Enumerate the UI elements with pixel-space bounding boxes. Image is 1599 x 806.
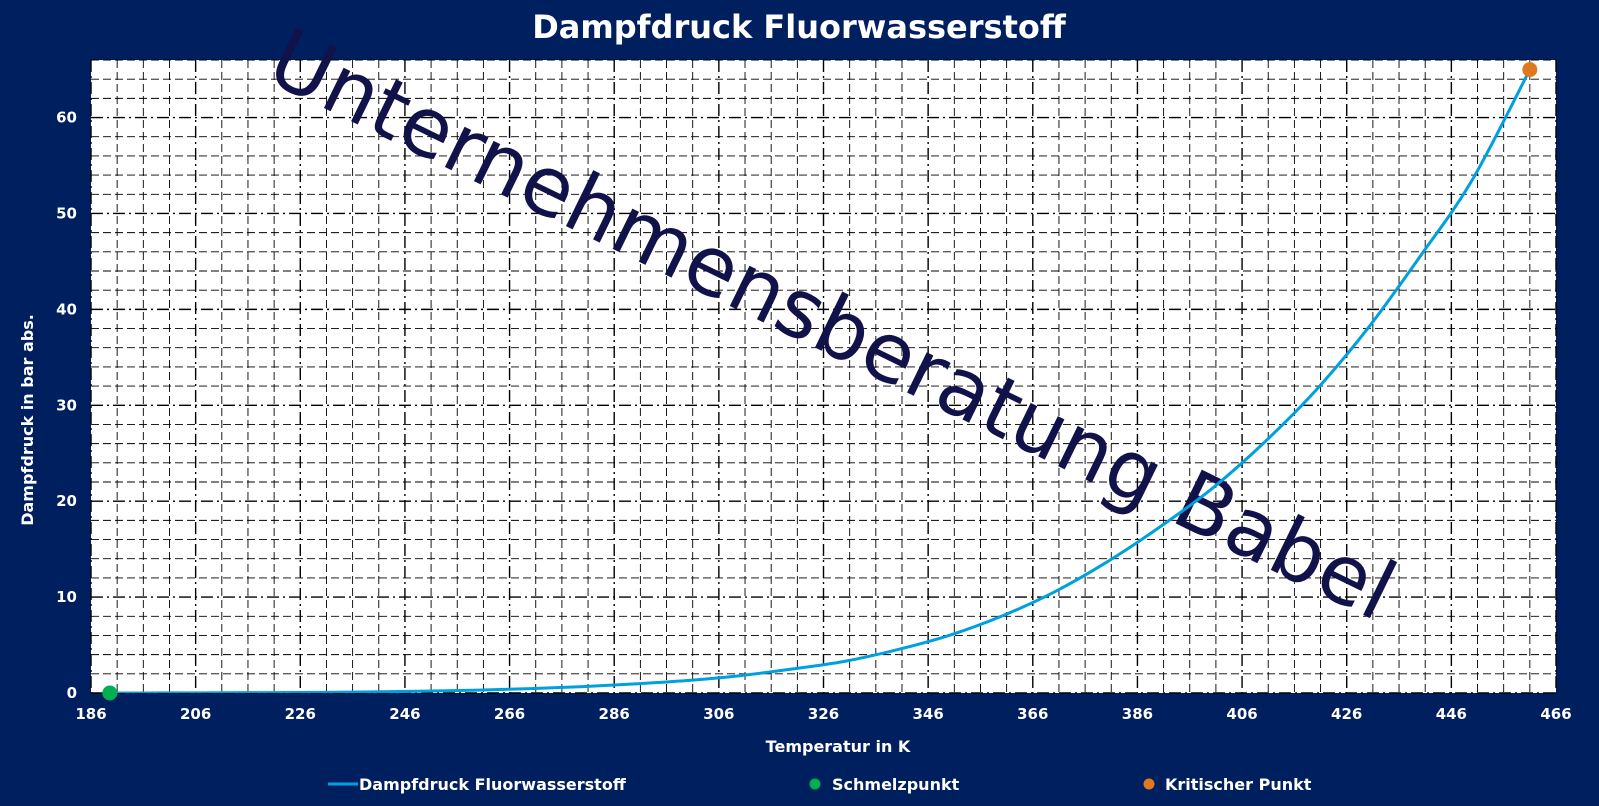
x-tick-label: 246 — [389, 705, 420, 723]
y-tick-label: 60 — [56, 109, 77, 127]
legend-melting-point-swatch — [809, 778, 821, 790]
vapor-pressure-curve — [109, 68, 1532, 693]
legend-label-curve: Dampfdruck Fluorwasserstoff — [359, 775, 627, 794]
melting-point-marker — [102, 685, 118, 701]
x-tick-label: 186 — [75, 705, 106, 723]
y-tick-label: 20 — [56, 492, 77, 510]
chart-title: Dampfdruck Fluorwasserstoff — [532, 8, 1067, 46]
x-tick-label: 406 — [1226, 705, 1257, 723]
x-axis-ticks: 186 206 226 246 266 286 306 326 346 366 386 406 426 4… — [75, 705, 1571, 723]
critical-point-marker — [1522, 62, 1538, 78]
y-tick-label: 50 — [56, 204, 77, 222]
x-tick-label: 226 — [285, 705, 316, 723]
x-tick-label: 306 — [703, 705, 734, 723]
x-tick-label: 366 — [1017, 705, 1048, 723]
marker-layer — [102, 62, 1538, 701]
x-tick-label: 426 — [1331, 705, 1362, 723]
y-tick-label: 30 — [56, 396, 77, 414]
y-axis-ticks: 0 10 20 30 40 50 60 — [56, 109, 77, 702]
y-tick-label: 0 — [67, 684, 77, 702]
x-tick-label: 286 — [599, 705, 630, 723]
legend-label-melting-point: Schmelzpunkt — [832, 775, 960, 794]
legend-critical-point-swatch — [1143, 778, 1155, 790]
x-tick-label: 446 — [1436, 705, 1467, 723]
y-tick-label: 40 — [56, 300, 77, 318]
curve-layer — [109, 68, 1532, 693]
x-tick-label: 266 — [494, 705, 525, 723]
y-axis-label: Dampfdruck in bar abs. — [18, 314, 37, 526]
x-axis-label: Temperatur in K — [766, 737, 911, 756]
x-tick-label: 206 — [180, 705, 211, 723]
x-tick-label: 346 — [912, 705, 943, 723]
y-tick-label: 10 — [56, 588, 77, 606]
x-tick-label: 466 — [1540, 705, 1571, 723]
legend-label-critical-point: Kritischer Punkt — [1165, 775, 1312, 794]
legend: Dampfdruck Fluorwasserstoff Schmelzpunkt… — [328, 775, 1312, 794]
x-tick-label: 326 — [808, 705, 839, 723]
x-tick-label: 386 — [1122, 705, 1153, 723]
grid-lines — [90, 59, 1557, 694]
